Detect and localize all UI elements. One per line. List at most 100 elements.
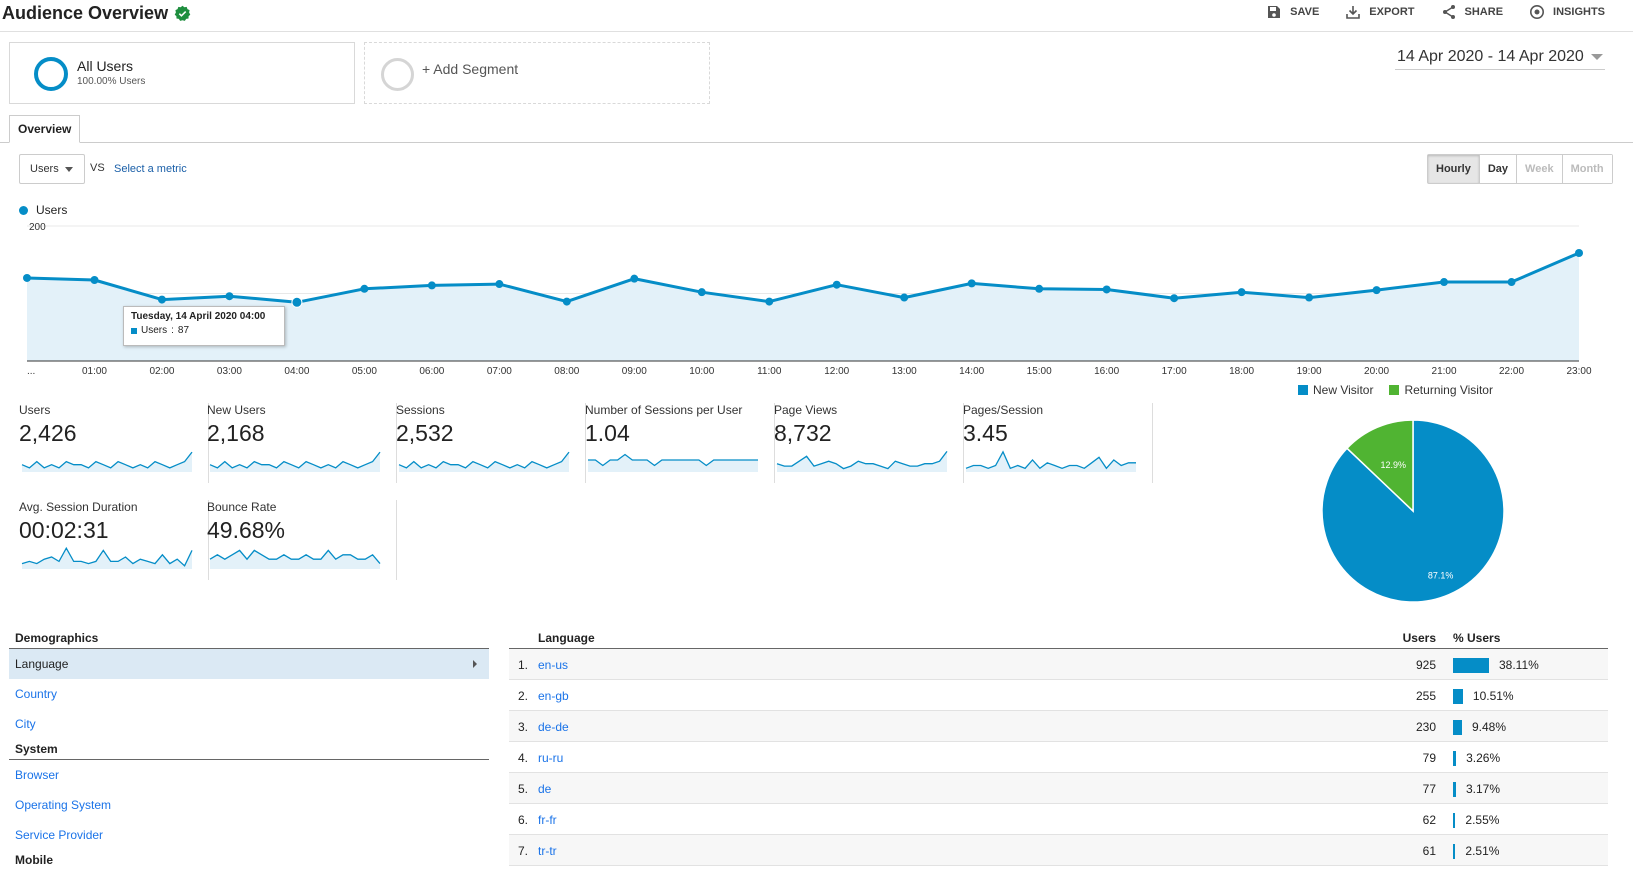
sparkline-line xyxy=(209,549,381,565)
metric-card[interactable]: Bounce Rate 49.68% xyxy=(207,500,397,580)
x-tick-label: 18:00 xyxy=(1229,366,1254,377)
metric-label: Bounce Rate xyxy=(207,500,277,514)
demo-item-country[interactable]: Country xyxy=(9,679,489,709)
x-tick-label: 22:00 xyxy=(1499,366,1524,377)
select-metric-link[interactable]: Select a metric xyxy=(114,163,187,175)
table-row: 5. de 77 3.17% xyxy=(509,773,1608,804)
metric-card[interactable]: Avg. Session Duration 00:02:31 xyxy=(19,500,209,580)
metric-value: 2,532 xyxy=(396,420,454,446)
page-header: Audience Overview SAVE EXPORT SHARE INSI… xyxy=(0,0,1633,32)
week-button: Week xyxy=(1516,155,1562,183)
row-language-link[interactable]: fr-fr xyxy=(538,813,557,827)
language-table-header: Language Users % Users xyxy=(509,630,1608,649)
metric-label: Page Views xyxy=(774,403,838,417)
column-header-language[interactable]: Language xyxy=(538,631,595,645)
data-point xyxy=(832,280,841,289)
pie-slice[interactable] xyxy=(1345,419,1414,513)
metric-label: Pages/Session xyxy=(963,403,1044,417)
sparkline-area xyxy=(399,452,569,472)
users-series-line xyxy=(26,251,1580,304)
row-share-bar xyxy=(1453,782,1456,797)
add-segment-label: + Add Segment xyxy=(422,61,519,77)
row-pct: 3.26% xyxy=(1466,751,1501,765)
tooltip-swatch xyxy=(131,327,137,334)
metric-sparkline xyxy=(588,453,758,472)
metric-card[interactable]: Number of Sessions per User 1.04 xyxy=(585,403,775,483)
sparkline-line xyxy=(398,451,570,469)
metric-value: 00:02:31 xyxy=(19,517,109,543)
row-language-link[interactable]: tr-tr xyxy=(538,844,557,858)
hourly-button[interactable]: Hourly xyxy=(1428,155,1479,183)
demo-item-language[interactable]: Language xyxy=(9,649,489,679)
export-label: EXPORT xyxy=(1369,6,1415,18)
visitor-pie-chart: 87.1% 12.9% xyxy=(1321,419,1505,603)
date-range-text: 14 Apr 2020 - 14 Apr 2020 xyxy=(1397,47,1584,65)
x-tick-label: 23:00 xyxy=(1566,366,1591,377)
data-point xyxy=(427,281,436,290)
demo-item-service-provider[interactable]: Service Provider xyxy=(9,820,489,850)
metric-label: Users xyxy=(19,403,51,417)
row-language-link[interactable]: en-us xyxy=(538,658,569,672)
data-point xyxy=(765,297,774,306)
pie-legend: New Visitor Returning Visitor xyxy=(1298,383,1493,397)
row-language-link[interactable]: ru-ru xyxy=(538,751,564,765)
metric-value: 49.68% xyxy=(207,517,286,543)
metric-card[interactable]: Page Views 8,732 xyxy=(774,403,964,483)
metric-sparkline xyxy=(21,546,193,569)
x-tick-label: 05:00 xyxy=(352,366,377,377)
metric-card[interactable]: Users 2,426 xyxy=(19,403,209,483)
save-icon xyxy=(1268,6,1281,18)
table-row: 7. tr-tr 61 2.51% xyxy=(509,835,1608,866)
share-button[interactable]: SHARE xyxy=(1441,4,1504,20)
save-label: SAVE xyxy=(1290,6,1320,18)
metric-sparkline xyxy=(209,451,381,472)
sparkline-area xyxy=(22,548,192,569)
y-tick-label: 200 xyxy=(29,222,46,233)
language-table-body: 1. en-us 925 38.11% 2. en-gb 255 10.51% 3. de-de 2… xyxy=(509,649,1608,866)
row-language-link[interactable]: de-de xyxy=(538,720,569,734)
data-point xyxy=(23,273,31,282)
save-button[interactable]: SAVE xyxy=(1266,4,1319,20)
demo-item-os[interactable]: Operating System xyxy=(9,790,489,820)
pie-legend-label: New Visitor xyxy=(1313,383,1374,397)
sparkline-area xyxy=(210,452,380,472)
metric-label: Avg. Session Duration xyxy=(19,500,138,514)
row-pct: 2.51% xyxy=(1465,844,1500,858)
add-segment-button[interactable]: + Add Segment xyxy=(364,42,710,104)
x-tick-label: 19:00 xyxy=(1297,366,1322,377)
metric-card[interactable]: New Users 2,168 xyxy=(207,403,397,483)
row-users: 62 xyxy=(1422,813,1436,827)
row-share-bar xyxy=(1453,813,1456,828)
column-header-users[interactable]: Users xyxy=(1402,631,1436,645)
x-tick-label: 17:00 xyxy=(1162,366,1187,377)
tab-overview[interactable]: Overview xyxy=(9,115,81,143)
row-index: 7. xyxy=(518,844,529,858)
metric-value: 8,732 xyxy=(774,420,832,446)
day-button[interactable]: Day xyxy=(1478,155,1517,183)
insights-button[interactable]: INSIGHTS xyxy=(1529,4,1605,20)
row-index: 5. xyxy=(518,782,529,796)
data-point xyxy=(900,293,909,302)
demo-item-label: Operating System xyxy=(15,798,112,812)
sparkline-area xyxy=(966,451,1136,472)
x-tick-label: 08:00 xyxy=(554,366,579,377)
x-tick-label: 10:00 xyxy=(689,366,714,377)
mobile-heading: Mobile xyxy=(15,853,53,867)
date-range-picker[interactable]: 14 Apr 2020 - 14 Apr 2020 xyxy=(1395,44,1605,70)
export-button[interactable]: EXPORT xyxy=(1345,4,1415,20)
data-point xyxy=(157,295,166,304)
segment-ring-icon xyxy=(34,57,68,91)
demo-item-browser[interactable]: Browser xyxy=(9,760,489,790)
x-tick-label: 13:00 xyxy=(892,366,917,377)
metric-card[interactable]: Sessions 2,532 xyxy=(396,403,586,483)
segment-all-users[interactable]: All Users 100.00% Users xyxy=(9,42,355,104)
share-label: SHARE xyxy=(1464,6,1504,18)
row-language-link[interactable]: de xyxy=(538,782,552,796)
row-language-link[interactable]: en-gb xyxy=(538,689,569,703)
tooltip-value-row: Users: 87 xyxy=(131,325,277,336)
column-header-pct-users[interactable]: % Users xyxy=(1453,631,1501,645)
demo-item-city[interactable]: City xyxy=(9,709,489,739)
metric-select[interactable]: Users xyxy=(19,154,85,184)
legend-label: Users xyxy=(36,203,68,217)
metric-card[interactable]: Pages/Session 3.45 xyxy=(963,403,1153,483)
